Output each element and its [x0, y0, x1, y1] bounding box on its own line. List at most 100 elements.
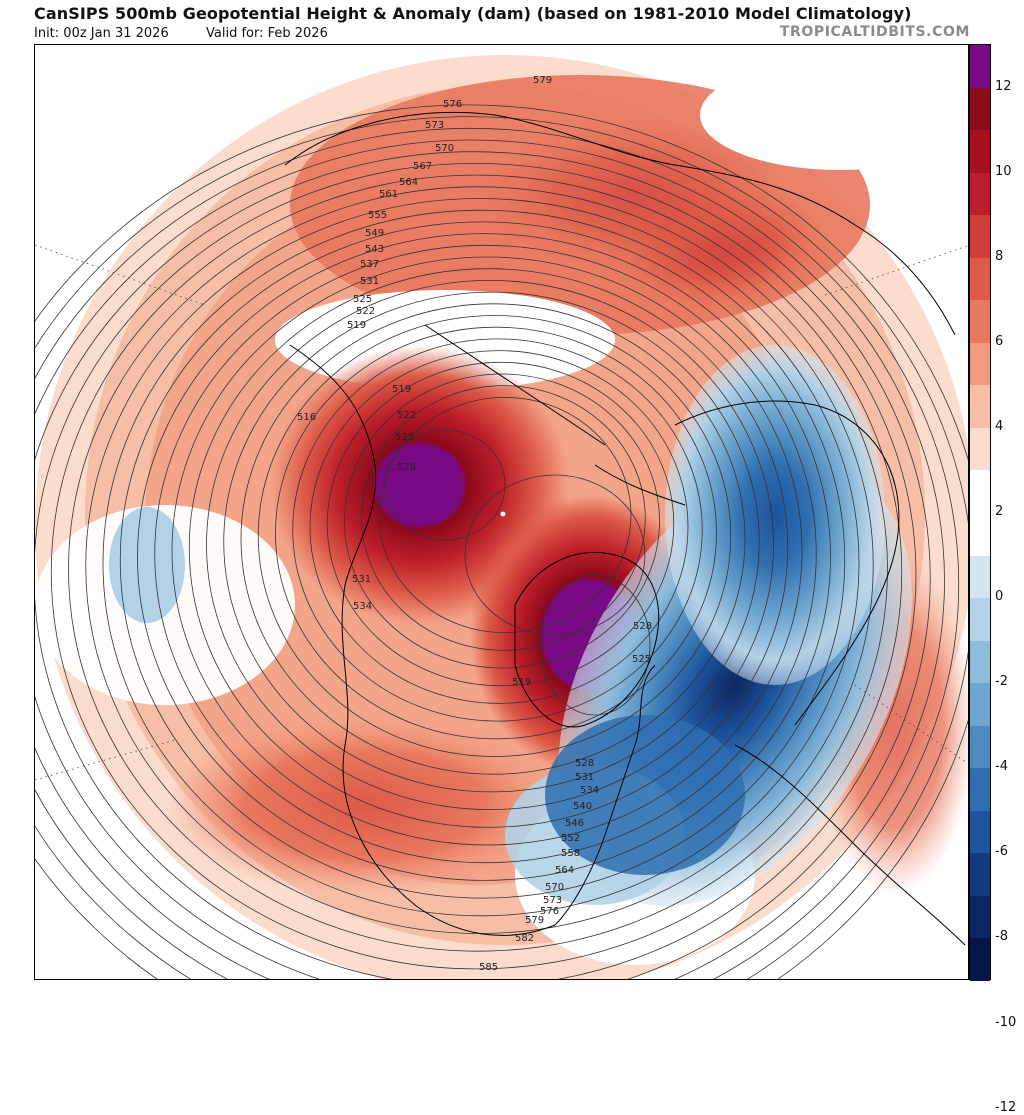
colorbar-segment	[970, 172, 990, 216]
contour-label: 528	[633, 621, 652, 632]
height-contour	[206, 279, 774, 811]
colorbar-segment	[970, 555, 990, 599]
height-contour	[35, 163, 917, 979]
height-contour	[240, 303, 746, 775]
contour-label: 564	[555, 865, 574, 876]
height-contour	[257, 315, 732, 757]
colorbar	[969, 44, 991, 982]
contour-label: 519	[392, 384, 411, 395]
anomaly-shading	[35, 55, 968, 979]
anomaly-map: 5795765735705675645615555495435375315255…	[35, 55, 968, 979]
contour-label: 567	[413, 161, 432, 172]
height-contour	[275, 326, 717, 740]
height-contour	[35, 128, 960, 979]
height-contour	[171, 256, 803, 846]
contour-label: 579	[533, 75, 552, 86]
height-contour	[102, 209, 860, 917]
colorbar-segment	[970, 683, 990, 727]
contour-label: 555	[368, 210, 387, 221]
colorbar-segment	[970, 938, 990, 982]
contour-label: 570	[435, 143, 454, 154]
colorbar-segment	[970, 470, 990, 514]
colorbar-segment	[970, 45, 990, 89]
contour-label: 576	[540, 906, 559, 917]
colorbar-label: 8	[995, 248, 1004, 264]
map-panel: 579 576 573 570 567 564 561 555 549 543 537 531 525 5…	[34, 44, 969, 980]
contour-label: 564	[399, 177, 418, 188]
contour-label: 543	[365, 244, 384, 255]
chart-title: CanSIPS 500mb Geopotential Height & Anom…	[34, 4, 912, 23]
height-contour	[50, 174, 903, 970]
contour-label: 519	[512, 677, 531, 688]
init-time: Init: 00z Jan 31 2026	[34, 26, 169, 41]
contour-label: 537	[360, 259, 379, 270]
height-contour	[309, 350, 689, 704]
height-contour	[35, 104, 968, 979]
height-contour	[464, 474, 646, 636]
colorbar-label: -6	[995, 844, 1008, 860]
contour-label: 534	[353, 601, 372, 612]
colorbar-segment	[970, 87, 990, 131]
colorbar-segment	[970, 130, 990, 174]
contour-label: 522	[356, 306, 375, 317]
colorbar-segment	[970, 215, 990, 259]
contour-label: 522	[397, 410, 416, 421]
contour-label: 516	[297, 412, 316, 423]
colorbar-segment	[970, 427, 990, 471]
graticule	[35, 244, 968, 781]
contour-label: 546	[565, 818, 584, 829]
colorbar-label: -8	[995, 929, 1008, 945]
contour-label: 528	[575, 758, 594, 769]
contour-labels: 5795765735705675645615555495435375315255…	[297, 75, 652, 973]
contour-label: 540	[573, 801, 592, 812]
colorbar-label: -12	[995, 1099, 1017, 1115]
height-contour	[361, 385, 646, 651]
colorbar-segment	[970, 725, 990, 769]
height-contour	[292, 338, 703, 722]
contour-label: 531	[352, 574, 371, 585]
valid-time: Valid for: Feb 2026	[206, 26, 328, 41]
colorbar-segment	[970, 385, 990, 429]
height-contour	[68, 186, 888, 952]
height-contour	[326, 361, 675, 687]
contour-label: 549	[365, 228, 384, 239]
contour-label: 573	[425, 120, 444, 131]
height-contour	[137, 233, 831, 881]
colorbar-label: 12	[995, 78, 1012, 94]
contour-label: 573	[543, 895, 562, 906]
colorbar-segment	[970, 257, 990, 301]
colorbar-segment	[970, 768, 990, 812]
contour-label: 585	[479, 962, 498, 973]
colorbar-label: -4	[995, 759, 1008, 775]
colorbar-label: -10	[995, 1014, 1017, 1030]
colorbar-segment	[970, 895, 990, 939]
colorbar-segment	[970, 810, 990, 854]
contour-label: 552	[561, 833, 580, 844]
colorbar-segment	[970, 598, 990, 642]
colorbar-label: 2	[995, 504, 1004, 519]
height-contour	[35, 139, 945, 979]
contour-label: 561	[379, 189, 398, 200]
north-pole-marker	[500, 511, 506, 517]
height-contour	[223, 291, 760, 793]
colorbar-segment	[970, 853, 990, 897]
contour-label: 531	[575, 772, 594, 783]
source-credit[interactable]: TROPICALTIDBITS.COM	[779, 24, 970, 40]
colorbar-label: 0	[995, 589, 1004, 605]
contour-label: 570	[545, 882, 564, 893]
colorbar-label: 4	[995, 418, 1004, 434]
height-contour	[154, 244, 817, 864]
contour-label: 525	[395, 432, 414, 443]
contour-label: 525	[353, 294, 372, 305]
colorbar-label: 6	[995, 333, 1004, 349]
height-contour	[344, 373, 660, 669]
contour-label: 582	[515, 933, 534, 944]
contour-label: 531	[360, 276, 379, 287]
colorbar-segment	[970, 640, 990, 684]
height-contour	[35, 116, 968, 979]
height-contour	[378, 396, 632, 633]
colorbar-segment	[970, 300, 990, 344]
contour-label: 579	[525, 915, 544, 926]
colorbar-segment	[970, 513, 990, 557]
contour-label: 528	[397, 462, 416, 473]
